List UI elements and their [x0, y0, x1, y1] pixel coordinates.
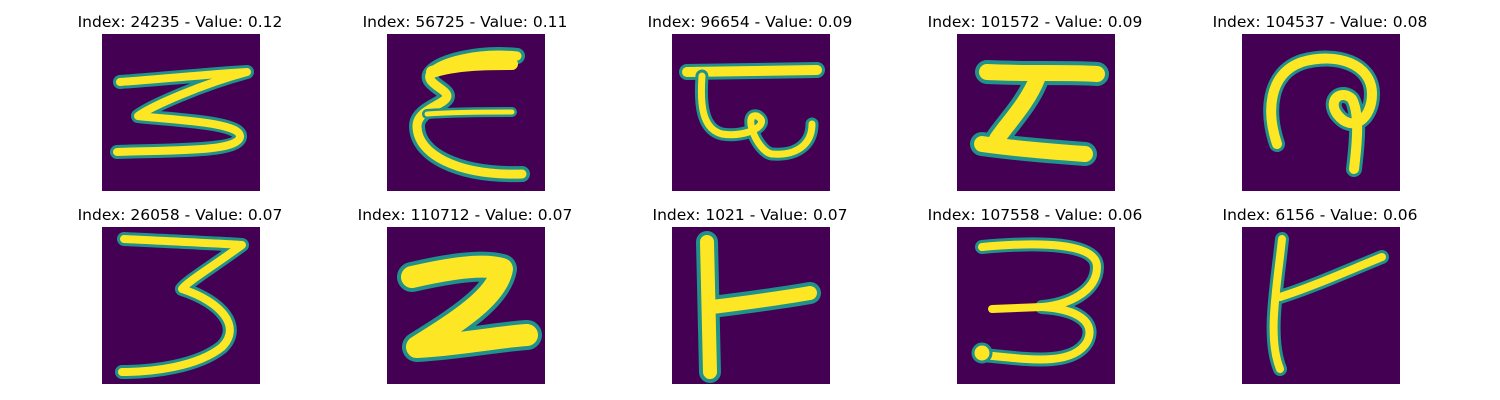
sample-panel-7: Index: 110712 - Value: 0.07: [355, 206, 575, 391]
digit-image: [957, 34, 1115, 191]
panel-title: Index: 107558 - Value: 0.06: [927, 206, 1143, 224]
digit-image: [387, 227, 545, 384]
panel-title: Index: 24235 - Value: 0.12: [77, 13, 283, 31]
digit-image: [102, 34, 260, 191]
handwritten-glyph: [970, 60, 1109, 166]
sample-panel-4: Index: 101572 - Value: 0.09: [925, 13, 1145, 198]
sample-panel-5: Index: 104537 - Value: 0.08: [1210, 13, 1430, 198]
digit-image: [387, 34, 545, 191]
sample-panel-6: Index: 26058 - Value: 0.07: [70, 206, 290, 391]
panel-title: Index: 104537 - Value: 0.08: [1212, 13, 1428, 31]
digit-image: [957, 227, 1115, 384]
handwritten-glyph: [1263, 50, 1380, 177]
digit-image: [672, 34, 830, 191]
sample-panel-3: Index: 96654 - Value: 0.09: [640, 13, 860, 198]
handwritten-glyph: [971, 237, 1104, 367]
panel-title: Index: 6156 - Value: 0.06: [1222, 206, 1418, 224]
sample-panel-9: Index: 107558 - Value: 0.06: [925, 206, 1145, 391]
panel-title: Index: 26058 - Value: 0.07: [77, 206, 283, 224]
sample-panel-10: Index: 6156 - Value: 0.06: [1210, 206, 1430, 391]
sample-panel-2: Index: 56725 - Value: 0.11: [355, 13, 575, 198]
handwritten-glyph: [1266, 232, 1389, 376]
panel-title: Index: 110712 - Value: 0.07: [357, 206, 573, 224]
digit-image: [1242, 227, 1400, 384]
panel-title: Index: 56725 - Value: 0.11: [362, 13, 568, 31]
handwritten-glyph: [696, 231, 821, 383]
panel-title: Index: 1021 - Value: 0.07: [652, 206, 848, 224]
digit-image: [1242, 34, 1400, 191]
handwritten-glyph: [115, 232, 249, 379]
digit-image: [672, 227, 830, 384]
sample-panel-8: Index: 1021 - Value: 0.07: [640, 206, 860, 391]
digit-image: [102, 227, 260, 384]
panel-title: Index: 96654 - Value: 0.09: [647, 13, 853, 31]
handwritten-glyph: [110, 65, 254, 159]
handwritten-glyph: [397, 251, 542, 362]
handwritten-glyph: [409, 47, 530, 183]
panel-title: Index: 101572 - Value: 0.09: [927, 13, 1143, 31]
handwritten-glyph: [679, 62, 825, 161]
sample-panel-1: Index: 24235 - Value: 0.12: [70, 13, 290, 198]
